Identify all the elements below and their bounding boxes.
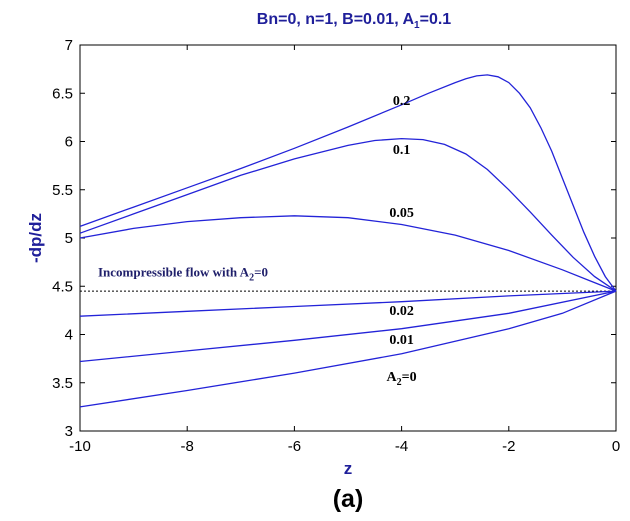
reference-line-label: Incompressible flow with A2=0 xyxy=(98,265,268,284)
plot-area xyxy=(79,44,617,432)
series-line-0-1 xyxy=(79,137,617,292)
x-tick-label: -6 xyxy=(288,438,301,455)
curve-label: A2=0 xyxy=(387,370,417,388)
y-tick-label: 6 xyxy=(65,134,73,151)
curve-label: 0.02 xyxy=(389,304,414,319)
series-line-0-2 xyxy=(79,74,617,292)
curve-label: 0.2 xyxy=(393,94,411,109)
series-line-A2-0 xyxy=(79,290,617,408)
y-tick-label: 5.5 xyxy=(52,182,73,199)
y-tick-label: 4.5 xyxy=(52,278,73,295)
series-line-0-01 xyxy=(79,290,617,363)
x-axis-label: z xyxy=(344,459,353,478)
curve-label: 0.05 xyxy=(389,206,414,221)
chart-title: Bn=0, n=1, B=0.01, A1=0.1 xyxy=(257,11,452,31)
series-line-0-02 xyxy=(79,290,617,317)
x-tick-label: -4 xyxy=(395,438,408,455)
y-tick-label: 4 xyxy=(65,327,73,344)
x-tick-label: -10 xyxy=(69,438,91,455)
y-tick-label: 5 xyxy=(65,230,73,247)
series-line-0-05 xyxy=(79,215,617,292)
curve-label: 0.01 xyxy=(389,333,414,348)
y-tick-label: 6.5 xyxy=(52,85,73,102)
y-axis-label: -dp/dz xyxy=(26,213,45,263)
panel-label: (a) xyxy=(333,485,364,513)
x-tick-label: -2 xyxy=(502,438,515,455)
x-tick-label: 0 xyxy=(612,438,620,455)
curve-labels: 0.2 0.1 0.05 0.02 0.01 A2=0 xyxy=(387,94,417,388)
y-tick-label: 7 xyxy=(65,37,73,54)
reference-line-group: Incompressible flow with A2=0 xyxy=(80,265,616,292)
y-tick-label: 3.5 xyxy=(52,375,73,392)
y-tick-label: 3 xyxy=(65,423,73,440)
series-group xyxy=(79,74,617,408)
x-tick-label: -8 xyxy=(181,438,194,455)
curve-label: 0.1 xyxy=(393,143,411,158)
axis-ticks: -10 -8 -6 -4 -2 0 3 3.5 4 4.5 5 5.5 6 6.5 7 xyxy=(52,37,620,455)
